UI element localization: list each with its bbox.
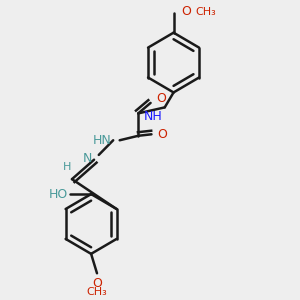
- Text: CH₃: CH₃: [196, 7, 216, 17]
- Text: H: H: [63, 162, 72, 172]
- Text: O: O: [181, 5, 191, 18]
- Text: HN: HN: [93, 134, 112, 147]
- Text: O: O: [158, 128, 167, 141]
- Text: O: O: [92, 277, 102, 290]
- Text: O: O: [156, 92, 166, 105]
- Text: HO: HO: [48, 188, 68, 201]
- Text: N: N: [83, 152, 93, 165]
- Text: CH₃: CH₃: [87, 287, 107, 297]
- Text: NH: NH: [144, 110, 162, 123]
